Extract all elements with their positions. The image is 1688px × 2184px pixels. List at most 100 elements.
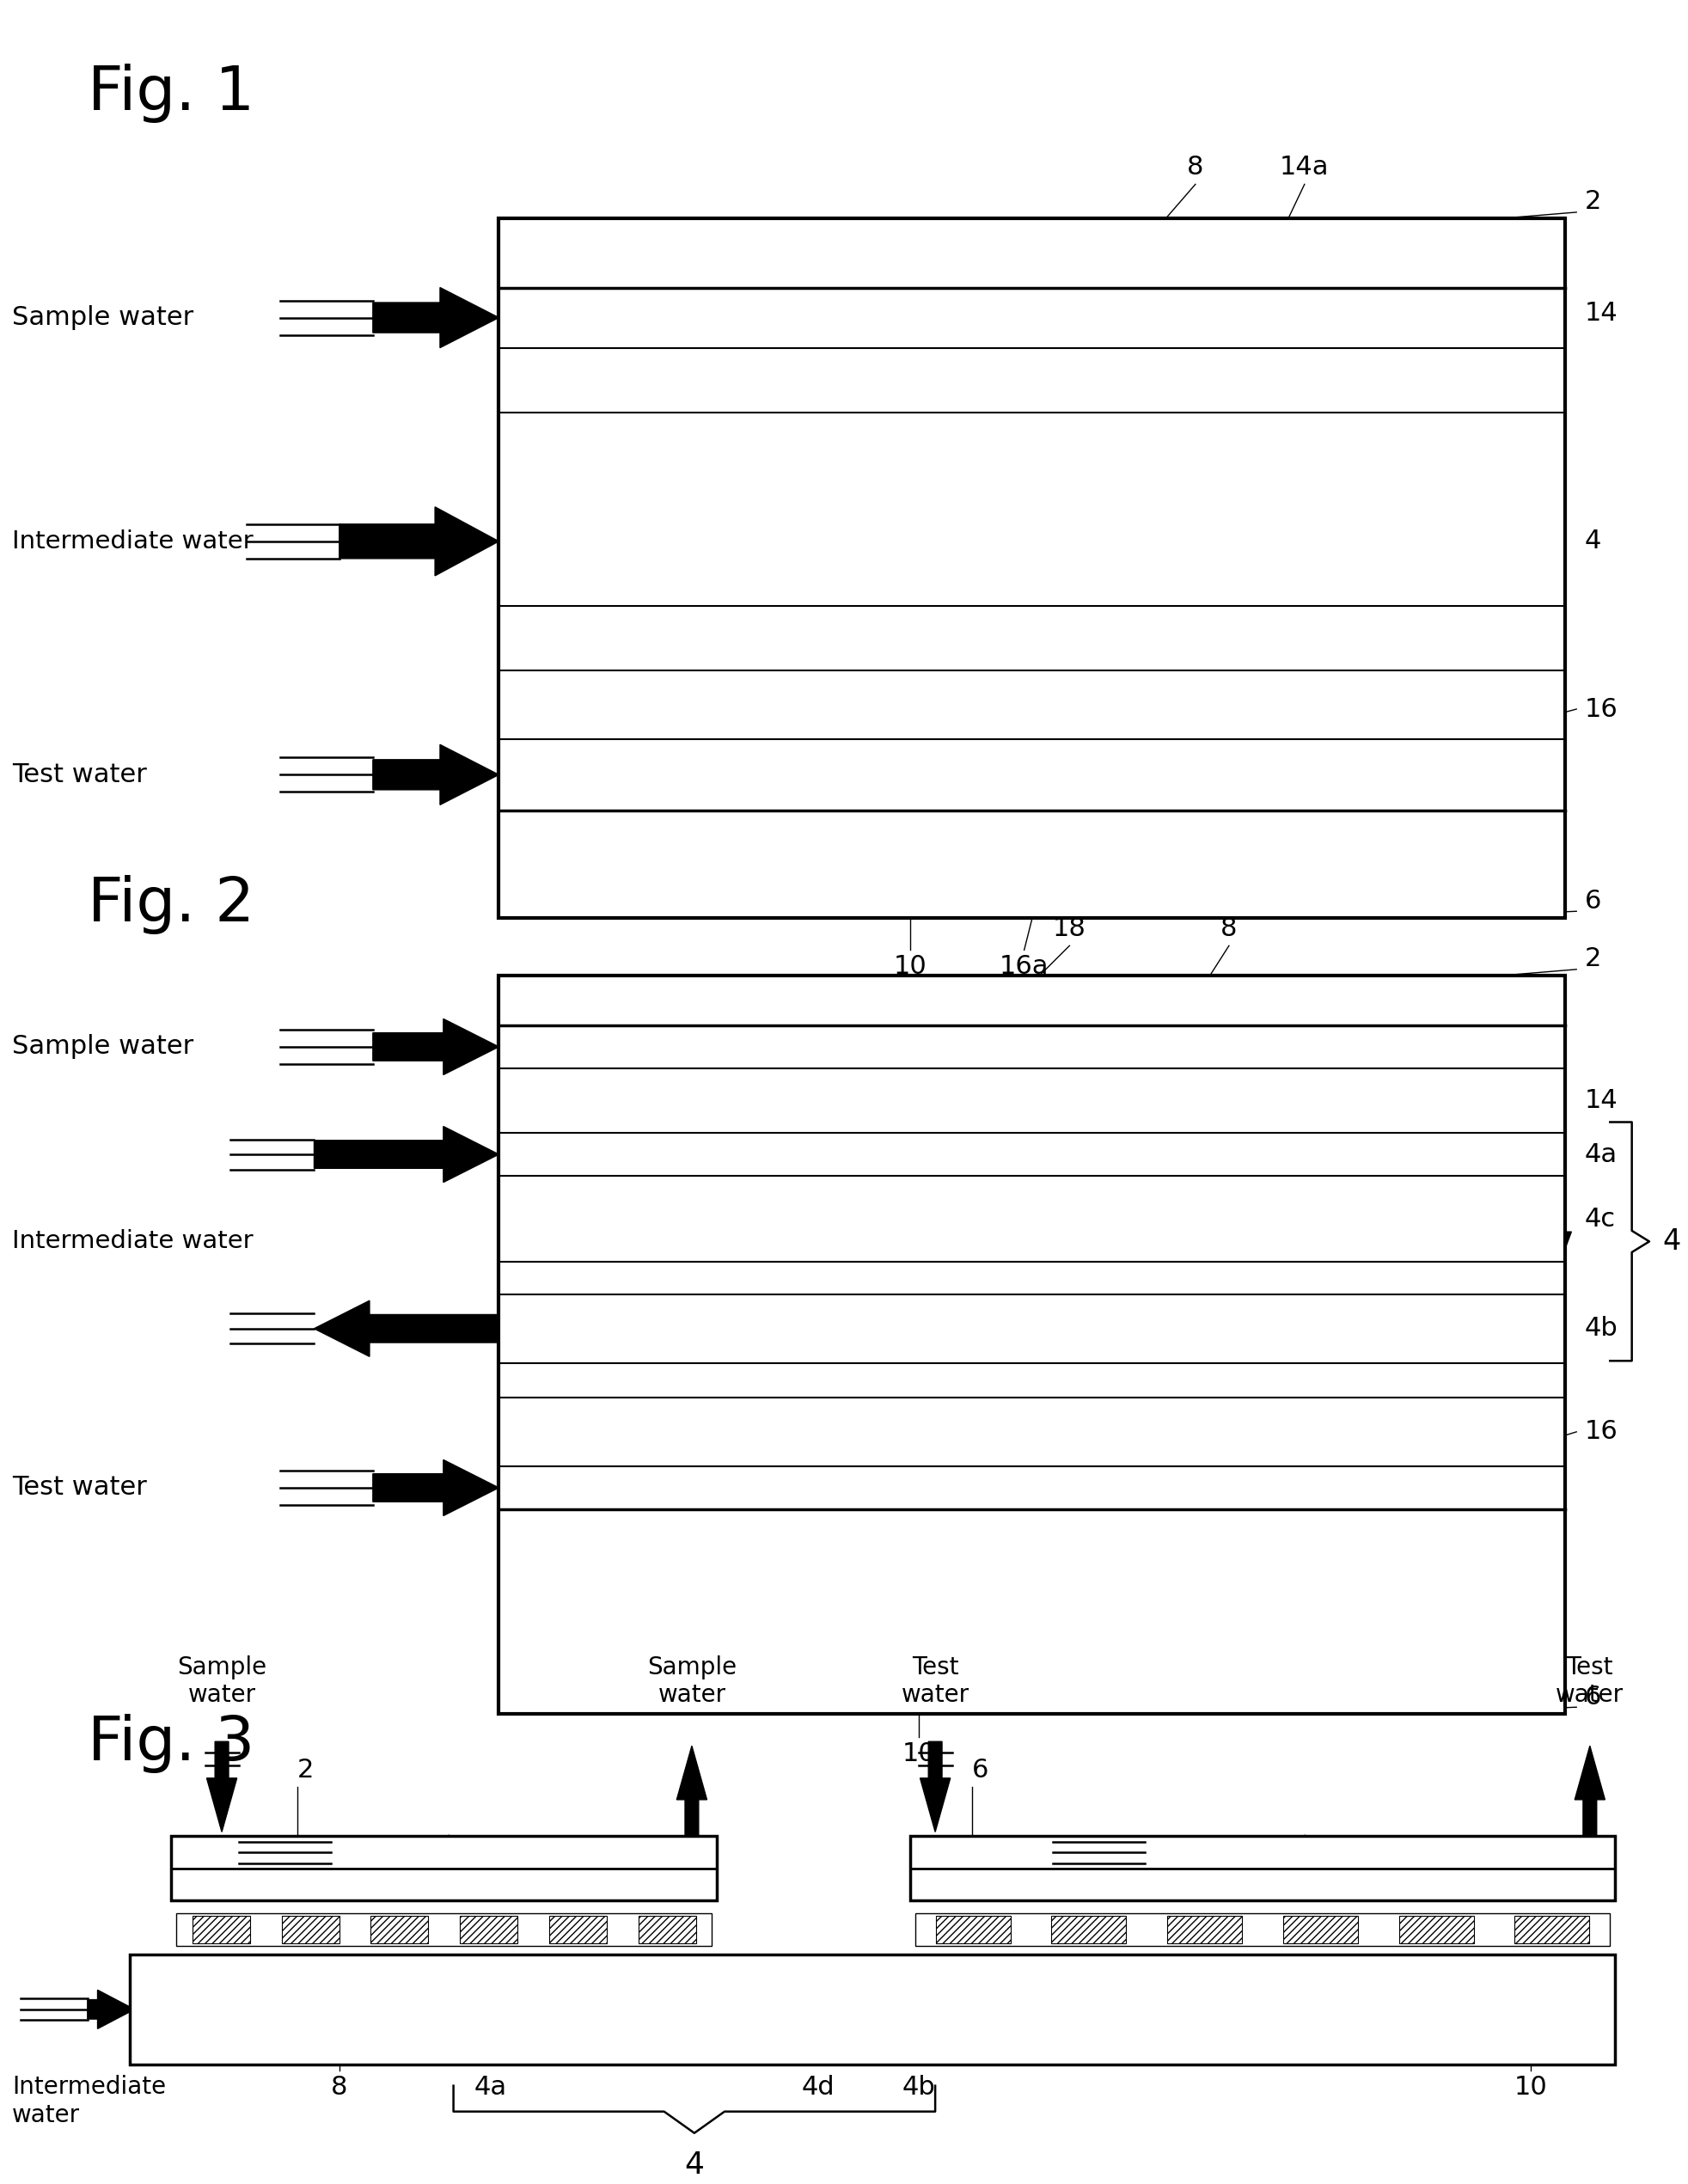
Text: 10: 10 xyxy=(1514,2075,1546,2099)
Bar xyxy=(1514,1915,1588,1944)
Bar xyxy=(282,1915,339,1944)
Text: 18: 18 xyxy=(1052,917,1085,941)
Bar xyxy=(834,349,930,411)
Bar xyxy=(371,1915,429,1944)
Bar xyxy=(834,673,930,736)
Bar xyxy=(1283,673,1379,736)
Polygon shape xyxy=(1144,1835,1345,1870)
Bar xyxy=(834,1400,930,1463)
Bar xyxy=(1166,1915,1241,1944)
Bar xyxy=(1398,1915,1474,1944)
Polygon shape xyxy=(314,1127,498,1182)
Text: 4b: 4b xyxy=(1583,1317,1617,1341)
Bar xyxy=(533,673,630,736)
Text: Test water: Test water xyxy=(12,762,147,786)
Bar xyxy=(684,673,780,736)
Polygon shape xyxy=(314,1302,498,1356)
Bar xyxy=(172,1837,717,1900)
Bar xyxy=(1433,1400,1529,1463)
Text: 4c: 4c xyxy=(1583,1206,1615,1232)
Bar xyxy=(1283,1070,1379,1131)
Bar xyxy=(176,1913,712,1946)
Bar xyxy=(533,349,630,411)
Bar xyxy=(910,1837,1614,1900)
Bar xyxy=(1052,1915,1126,1944)
Bar xyxy=(459,1915,517,1944)
Bar xyxy=(684,349,780,411)
Bar xyxy=(1283,1915,1357,1944)
Bar xyxy=(1133,349,1229,411)
Bar xyxy=(982,349,1080,411)
Text: 14: 14 xyxy=(1583,1088,1617,1114)
Bar xyxy=(982,1400,1080,1463)
Bar xyxy=(533,1400,630,1463)
Bar xyxy=(506,1398,1556,1465)
Polygon shape xyxy=(373,1459,498,1516)
Text: 6: 6 xyxy=(1583,889,1600,913)
Polygon shape xyxy=(373,745,498,806)
Bar xyxy=(638,1915,695,1944)
Bar xyxy=(1433,1070,1529,1131)
Bar xyxy=(684,1070,780,1131)
Text: 14a: 14a xyxy=(1280,155,1328,179)
Text: Sample
water: Sample water xyxy=(177,1655,267,1708)
Text: Sample water: Sample water xyxy=(12,1035,194,1059)
Bar xyxy=(506,670,1556,738)
Polygon shape xyxy=(88,1990,135,2029)
Bar xyxy=(982,673,1080,736)
Text: 8: 8 xyxy=(1187,155,1204,179)
Text: 8: 8 xyxy=(1220,917,1237,941)
Text: 10: 10 xyxy=(901,1741,935,1767)
Text: 4d: 4d xyxy=(800,2075,834,2099)
Bar xyxy=(533,1070,630,1131)
Text: 4: 4 xyxy=(1663,1227,1680,1256)
Text: 6: 6 xyxy=(1583,1684,1600,1710)
Bar xyxy=(982,1070,1080,1131)
Bar xyxy=(834,1070,930,1131)
Polygon shape xyxy=(373,288,498,347)
Bar xyxy=(1133,673,1229,736)
Text: Intermediate water: Intermediate water xyxy=(12,529,253,553)
Bar xyxy=(1283,349,1379,411)
Text: 4: 4 xyxy=(1583,529,1600,555)
Text: 16: 16 xyxy=(1583,1420,1617,1444)
Text: 4a: 4a xyxy=(474,2075,506,2099)
Bar xyxy=(1283,1400,1379,1463)
Bar xyxy=(130,1955,1614,2064)
Text: Fig. 1: Fig. 1 xyxy=(88,63,255,122)
Polygon shape xyxy=(331,1835,490,1870)
Bar xyxy=(506,1068,1556,1133)
Polygon shape xyxy=(677,1745,707,1837)
Text: Test
water: Test water xyxy=(1555,1655,1624,1708)
Text: 4b: 4b xyxy=(901,2075,935,2099)
Text: Test water: Test water xyxy=(12,1476,147,1500)
Bar xyxy=(506,347,1556,413)
Text: 2: 2 xyxy=(297,1758,314,1782)
Text: 2: 2 xyxy=(1583,190,1600,214)
Polygon shape xyxy=(1573,1745,1604,1837)
Polygon shape xyxy=(920,1741,950,1832)
Text: 16: 16 xyxy=(1583,697,1617,721)
Text: 14: 14 xyxy=(1583,301,1617,325)
Text: Intermediate water: Intermediate water xyxy=(12,1230,253,1254)
Bar xyxy=(498,218,1563,917)
Text: Test
water: Test water xyxy=(901,1655,969,1708)
Bar xyxy=(498,976,1563,1714)
Bar xyxy=(915,1913,1609,1946)
Bar xyxy=(1433,673,1529,736)
Polygon shape xyxy=(206,1741,236,1832)
Text: 8: 8 xyxy=(331,2075,348,2099)
Text: 16a: 16a xyxy=(999,954,1048,978)
Text: Fig. 3: Fig. 3 xyxy=(88,1714,255,1773)
Bar xyxy=(935,1915,1009,1944)
Text: Sample water: Sample water xyxy=(12,306,194,330)
Bar xyxy=(549,1915,606,1944)
Polygon shape xyxy=(339,507,498,577)
Polygon shape xyxy=(1531,1168,1570,1286)
Bar xyxy=(684,1400,780,1463)
Text: Sample
water: Sample water xyxy=(647,1655,736,1708)
Text: 6: 6 xyxy=(972,1758,987,1782)
Text: Fig. 2: Fig. 2 xyxy=(88,876,255,935)
Bar xyxy=(1133,1400,1229,1463)
Text: 10: 10 xyxy=(893,954,927,978)
